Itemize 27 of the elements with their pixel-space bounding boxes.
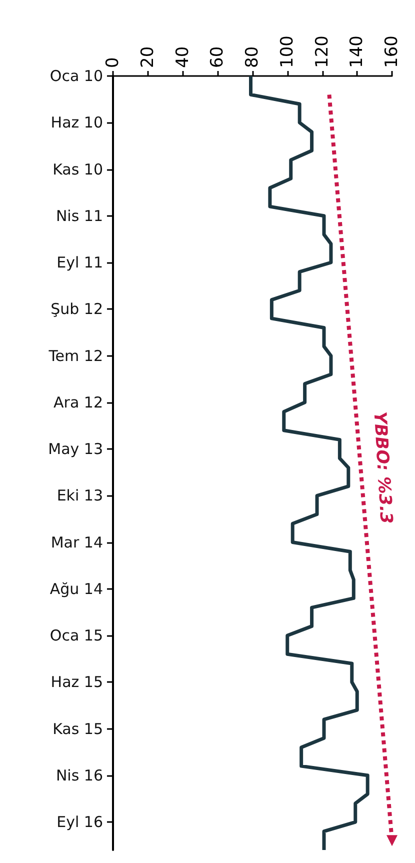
y-tick-label: Haz 10 bbox=[50, 114, 103, 132]
y-tick-label: Oca 15 bbox=[50, 626, 103, 645]
y-tick-label: Ara 12 bbox=[54, 393, 103, 412]
y-tick-label: Eyl 11 bbox=[56, 254, 103, 272]
x-tick-label: 0 bbox=[103, 57, 123, 68]
y-tick-label: Haz 15 bbox=[50, 673, 103, 692]
x-tick-label: 140 bbox=[347, 36, 368, 68]
y-tick-label: Ağu 14 bbox=[50, 580, 103, 598]
x-tick-label: 20 bbox=[138, 46, 158, 68]
x-tick-label: 100 bbox=[277, 36, 298, 68]
y-tick-label: Mar 14 bbox=[50, 533, 103, 552]
x-tick-label: 120 bbox=[312, 36, 332, 68]
y-tick-label: Eyl 16 bbox=[56, 813, 103, 832]
x-tick-label: 40 bbox=[172, 46, 193, 68]
x-tick-label: 80 bbox=[242, 46, 262, 68]
x-tick-label: 160 bbox=[382, 36, 402, 68]
y-tick-label: Nis 16 bbox=[56, 766, 103, 784]
y-tick-label: Şub 12 bbox=[50, 300, 103, 318]
x-tick-label: 60 bbox=[208, 46, 228, 68]
y-tick-label: Tem 12 bbox=[48, 346, 103, 365]
y-tick-label: Eki 13 bbox=[56, 486, 103, 505]
y-tick-label: Kas 15 bbox=[52, 720, 103, 738]
y-tick-label: Kas 10 bbox=[52, 160, 103, 178]
y-tick-label: Oca 10 bbox=[50, 67, 103, 85]
annotation: YBBO: %3.3 bbox=[369, 410, 396, 524]
y-tick-label: Nis 11 bbox=[56, 206, 103, 225]
y-tick-label: May 13 bbox=[48, 440, 103, 458]
